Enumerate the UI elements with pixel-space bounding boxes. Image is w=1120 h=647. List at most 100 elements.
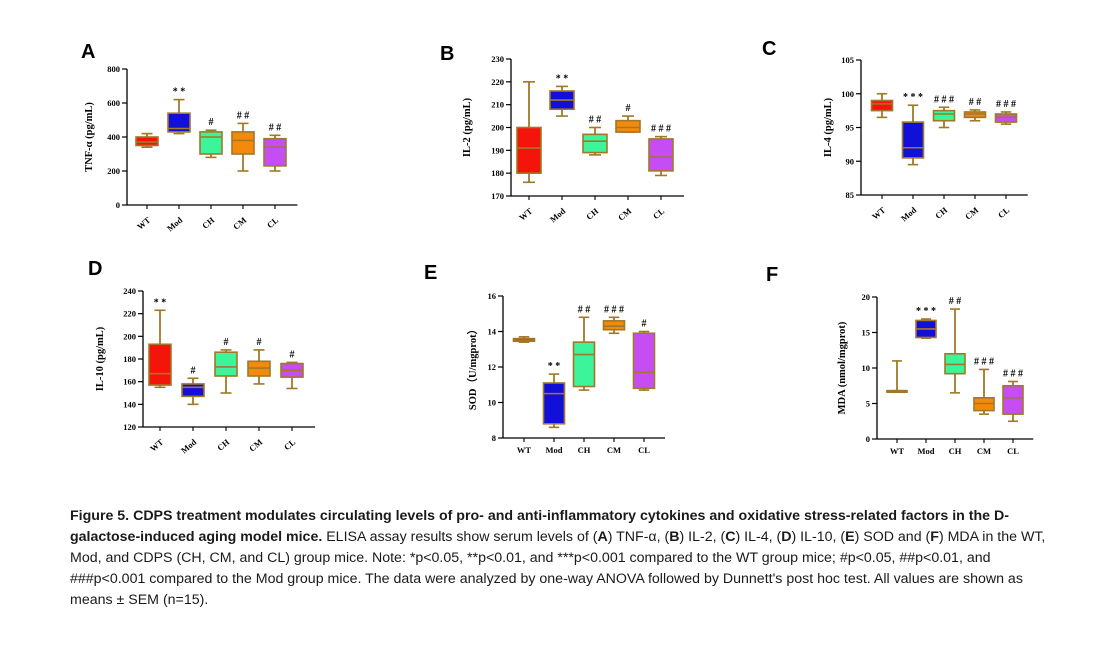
chart-panel-b: B 170 180 190 200 210 220 230 IL-2 (pg/mL) WT * * M…	[440, 43, 685, 225]
x-tick-label: CL	[638, 445, 650, 455]
y-tick-label: 85	[846, 190, 855, 200]
significance-mark: # #	[949, 296, 962, 307]
significance-mark: * *	[173, 87, 186, 98]
panel-label: A	[81, 41, 95, 63]
significance-mark: #	[209, 117, 214, 128]
significance-mark: # # #	[1003, 368, 1023, 379]
y-tick-label: 10	[862, 363, 871, 373]
panel-label: D	[88, 258, 102, 280]
y-tick-label: 90	[846, 156, 855, 166]
caption-text: ) IL-4, (	[735, 529, 782, 545]
box-cl	[263, 137, 287, 167]
x-tick-label: CH	[578, 445, 591, 455]
significance-mark: # # #	[934, 94, 954, 105]
x-tick-label: CM	[231, 215, 248, 232]
x-tick-label: WT	[870, 205, 888, 222]
box-ch	[572, 341, 596, 388]
significance-mark: # #	[969, 97, 982, 108]
x-tick-label: CM	[977, 446, 991, 456]
y-tick-label: 600	[107, 98, 120, 108]
y-tick-label: 210	[491, 100, 504, 110]
significance-mark: * *	[556, 73, 569, 84]
x-tick-label: CL	[265, 215, 281, 230]
x-tick-label: Mod	[918, 446, 935, 456]
y-tick-label: 200	[107, 166, 120, 176]
chart-panel-c: C 85 90 95 100 105 IL-4 (pg/mL) WT * * * Mod # # #…	[762, 38, 1028, 223]
box-ch	[199, 131, 223, 155]
significance-mark: # #	[589, 115, 602, 126]
box-mod	[542, 382, 566, 425]
y-tick-label: 0	[866, 434, 870, 444]
box-mod	[181, 383, 205, 398]
y-tick-label: 160	[123, 377, 136, 387]
figure-caption: Figure 5. CDPS treatment modulates circu…	[70, 506, 1060, 611]
x-tick-label: CL	[651, 206, 667, 221]
x-tick-label: CL	[1007, 446, 1019, 456]
y-tick-label: 16	[488, 291, 497, 301]
y-tick-label: 100	[841, 89, 854, 99]
caption-panel-ref: D	[781, 529, 792, 545]
panel-label: E	[424, 262, 437, 284]
y-tick-label: 120	[123, 422, 136, 432]
box-mod	[901, 121, 925, 159]
y-tick-label: 180	[123, 354, 136, 364]
significance-mark: # #	[578, 304, 591, 315]
y-tick-label: 220	[491, 77, 504, 87]
caption-text: ) SOD and (	[854, 529, 931, 545]
caption-panel-ref: F	[930, 529, 939, 545]
significance-mark: #	[626, 103, 631, 114]
box-ch	[582, 133, 608, 154]
y-axis-title: MDA (nmol/mgprot)	[837, 321, 848, 414]
box-cm	[615, 119, 641, 133]
significance-mark: #	[224, 337, 229, 348]
chart-panel-e: E 8 10 12 14 16 SOD（U/mgprot） WT * * Mod # # CH # # …	[424, 262, 665, 455]
significance-mark: # # #	[974, 356, 994, 367]
panel-label: F	[766, 264, 778, 286]
box-cm	[231, 131, 255, 155]
y-tick-label: 170	[491, 191, 504, 201]
box-ch	[214, 351, 238, 377]
y-axis-title: IL-4 (pg/mL)	[823, 97, 834, 157]
caption-text: ELISA assay results show serum levels of…	[322, 529, 598, 545]
significance-mark: # # #	[604, 304, 624, 315]
x-tick-label: WT	[148, 437, 166, 454]
y-tick-label: 8	[492, 433, 496, 443]
box-cm	[602, 320, 626, 331]
y-tick-label: 12	[488, 362, 497, 372]
x-tick-label: Mod	[899, 205, 919, 224]
x-tick-label: CM	[963, 205, 980, 222]
x-tick-label: WT	[517, 206, 535, 223]
box-wt	[148, 343, 172, 386]
x-tick-label: CH	[949, 446, 962, 456]
y-tick-label: 220	[123, 309, 136, 319]
y-tick-label: 95	[846, 123, 855, 133]
x-tick-label: CH	[215, 437, 231, 453]
caption-panel-ref: A	[597, 529, 608, 545]
significance-mark: # # #	[651, 124, 671, 135]
box-cl	[1002, 384, 1024, 415]
caption-title: Figure 5. CDPS treatment modulates circu…	[70, 508, 1009, 545]
significance-mark: # #	[237, 110, 250, 121]
chart-panel-d: D 120 140 160 180 200 220 240 IL-10 (pg/mL) * * WT…	[88, 258, 316, 455]
box-wt	[135, 136, 159, 147]
x-tick-label: CH	[933, 205, 949, 221]
y-tick-label: 15	[862, 328, 871, 338]
y-tick-label: 200	[123, 331, 136, 341]
y-tick-label: 200	[491, 123, 504, 133]
significance-mark: #	[290, 349, 295, 360]
significance-mark: * *	[154, 297, 167, 308]
significance-mark: #	[191, 365, 196, 376]
caption-panel-ref: B	[669, 529, 680, 545]
x-tick-label: Mod	[546, 445, 563, 455]
box-ch	[932, 109, 956, 122]
y-tick-label: 190	[491, 145, 504, 155]
caption-text: ) MDA in the WT, Mod, and CDPS (CH, CM, …	[70, 529, 1046, 608]
significance-mark: * *	[548, 361, 561, 372]
x-tick-label: CM	[247, 437, 264, 454]
y-tick-label: 400	[107, 132, 120, 142]
panel-label: B	[440, 43, 454, 65]
significance-mark: #	[257, 337, 262, 348]
significance-mark: #	[642, 319, 647, 330]
caption-panel-ref: E	[845, 529, 855, 545]
x-tick-label: Mod	[548, 206, 568, 225]
